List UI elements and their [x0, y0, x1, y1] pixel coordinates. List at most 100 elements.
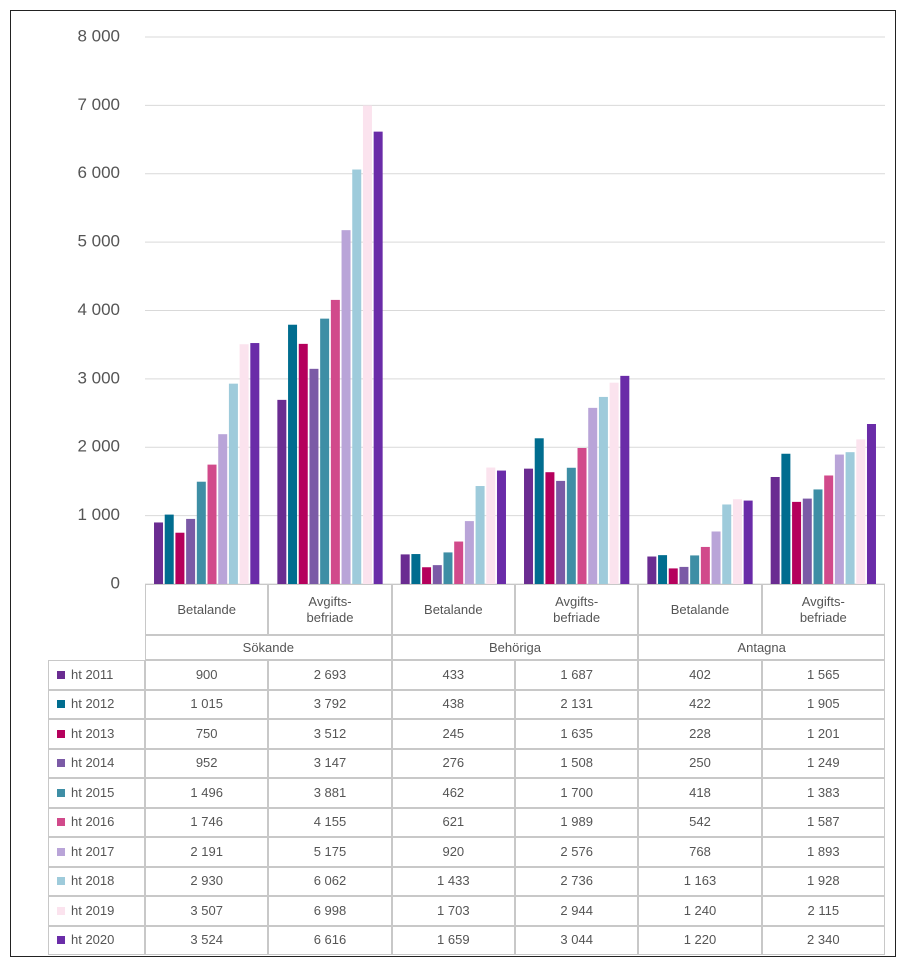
bar: [609, 382, 619, 584]
table-value-text: 2 131: [560, 696, 593, 712]
bar: [309, 368, 319, 584]
table-value: 1 746: [145, 807, 269, 837]
table-value: 920: [391, 837, 515, 867]
table-value: 1 700: [515, 778, 639, 808]
table-value-text: 1 240: [683, 902, 717, 918]
bar: [845, 452, 855, 584]
bar: [164, 514, 174, 584]
table-value: 1 687: [515, 660, 639, 690]
legend-label: ht 2012: [71, 696, 115, 712]
table-value: 2 131: [515, 689, 639, 719]
bar: [496, 470, 506, 584]
table-value-text: 228: [689, 725, 711, 741]
x-tick-label: Avgifts-befriade: [515, 584, 639, 635]
bar: [320, 318, 330, 584]
table-value-text: 3 512: [313, 725, 347, 741]
table-value: 1 893: [761, 837, 885, 867]
legend-entry: ht 2017: [48, 837, 145, 867]
bar: [792, 501, 802, 584]
table-value-text: 418: [689, 784, 711, 800]
table-value: 1 249: [761, 748, 885, 778]
legend-swatch: [57, 670, 65, 679]
table-value: 2 930: [145, 866, 269, 896]
table-value-text: 2 930: [190, 873, 223, 889]
table-value-text: 1 163: [683, 873, 717, 889]
bar: [824, 475, 834, 584]
x-tick-label: Avgifts-befriade: [268, 584, 392, 635]
frame: [10, 10, 896, 957]
bar: [524, 468, 534, 584]
bar: [743, 500, 753, 584]
bar: [196, 481, 206, 584]
table-value-text: 1 508: [560, 755, 593, 771]
table-value-text: 245: [442, 725, 465, 741]
table-value: 250: [638, 748, 762, 778]
bar: [598, 396, 608, 584]
bar: [722, 504, 732, 584]
bar: [647, 556, 657, 584]
legend-label: ht 2016: [71, 814, 115, 830]
bar: [556, 480, 566, 584]
x-tick-label-text: Avgifts-befriade: [799, 593, 847, 625]
legend-entry: ht 2012: [48, 689, 145, 719]
bar: [277, 399, 287, 584]
table-value-text: 1 700: [560, 784, 593, 800]
legend-swatch: [57, 906, 65, 915]
bar: [250, 343, 260, 584]
table-value-text: 2 340: [807, 932, 840, 948]
legend-label: ht 2017: [71, 843, 115, 859]
table-value-text: 1 928: [807, 873, 840, 889]
bar: [566, 467, 576, 584]
bar: [422, 567, 432, 584]
table-value: 2 944: [515, 896, 639, 926]
legend-swatch: [57, 700, 65, 709]
group-label-text: Sökande: [242, 639, 294, 655]
group-label: Sökande: [145, 635, 392, 660]
y-tick-label: 2 000: [77, 437, 120, 456]
x-tick-label: Avgifts-befriade: [761, 584, 885, 635]
bar: [400, 554, 410, 584]
bar: [486, 467, 496, 584]
bar: [298, 343, 308, 584]
bar: [218, 434, 228, 584]
table-value-text: 1 703: [437, 902, 470, 918]
table-value: 245: [391, 719, 515, 749]
table-value: 1 383: [761, 778, 885, 808]
bar: [770, 476, 780, 584]
table-value: 1 928: [761, 866, 885, 896]
table-value-text: 1 635: [560, 725, 593, 741]
table-value-text: 750: [195, 725, 218, 741]
bar: [577, 448, 587, 584]
bar: [207, 464, 217, 584]
table-value-text: 2 115: [807, 902, 840, 918]
bar: [341, 230, 351, 585]
table-value: 1 587: [761, 807, 885, 837]
table-value-text: 2 944: [560, 902, 593, 918]
legend-label: ht 2018: [71, 873, 115, 889]
table-value: 228: [638, 719, 762, 749]
table-value-text: 433: [442, 666, 465, 682]
table-value-text: 3 044: [560, 932, 593, 948]
bar: [588, 407, 598, 584]
bar: [411, 554, 421, 584]
bar: [690, 555, 700, 584]
bar: [658, 555, 668, 584]
table-value: 422: [638, 689, 762, 719]
bar: [866, 424, 876, 584]
table-value: 2 340: [761, 925, 885, 955]
legend-swatch: [57, 818, 65, 827]
bar: [186, 518, 196, 584]
table-value: 1 905: [761, 689, 885, 719]
legend-label: ht 2014: [71, 755, 115, 771]
table-value: 542: [638, 807, 762, 837]
table-value: 1 015: [145, 689, 269, 719]
table-value: 438: [391, 689, 515, 719]
table-value-text: 1 249: [807, 755, 840, 771]
table-value-text: 1 989: [560, 814, 593, 830]
table-value: 1 659: [391, 925, 515, 955]
table-value: 1 201: [761, 719, 885, 749]
table-value-text: 3 524: [190, 932, 223, 948]
bar: [802, 498, 812, 584]
table-value-text: 276: [442, 755, 465, 771]
